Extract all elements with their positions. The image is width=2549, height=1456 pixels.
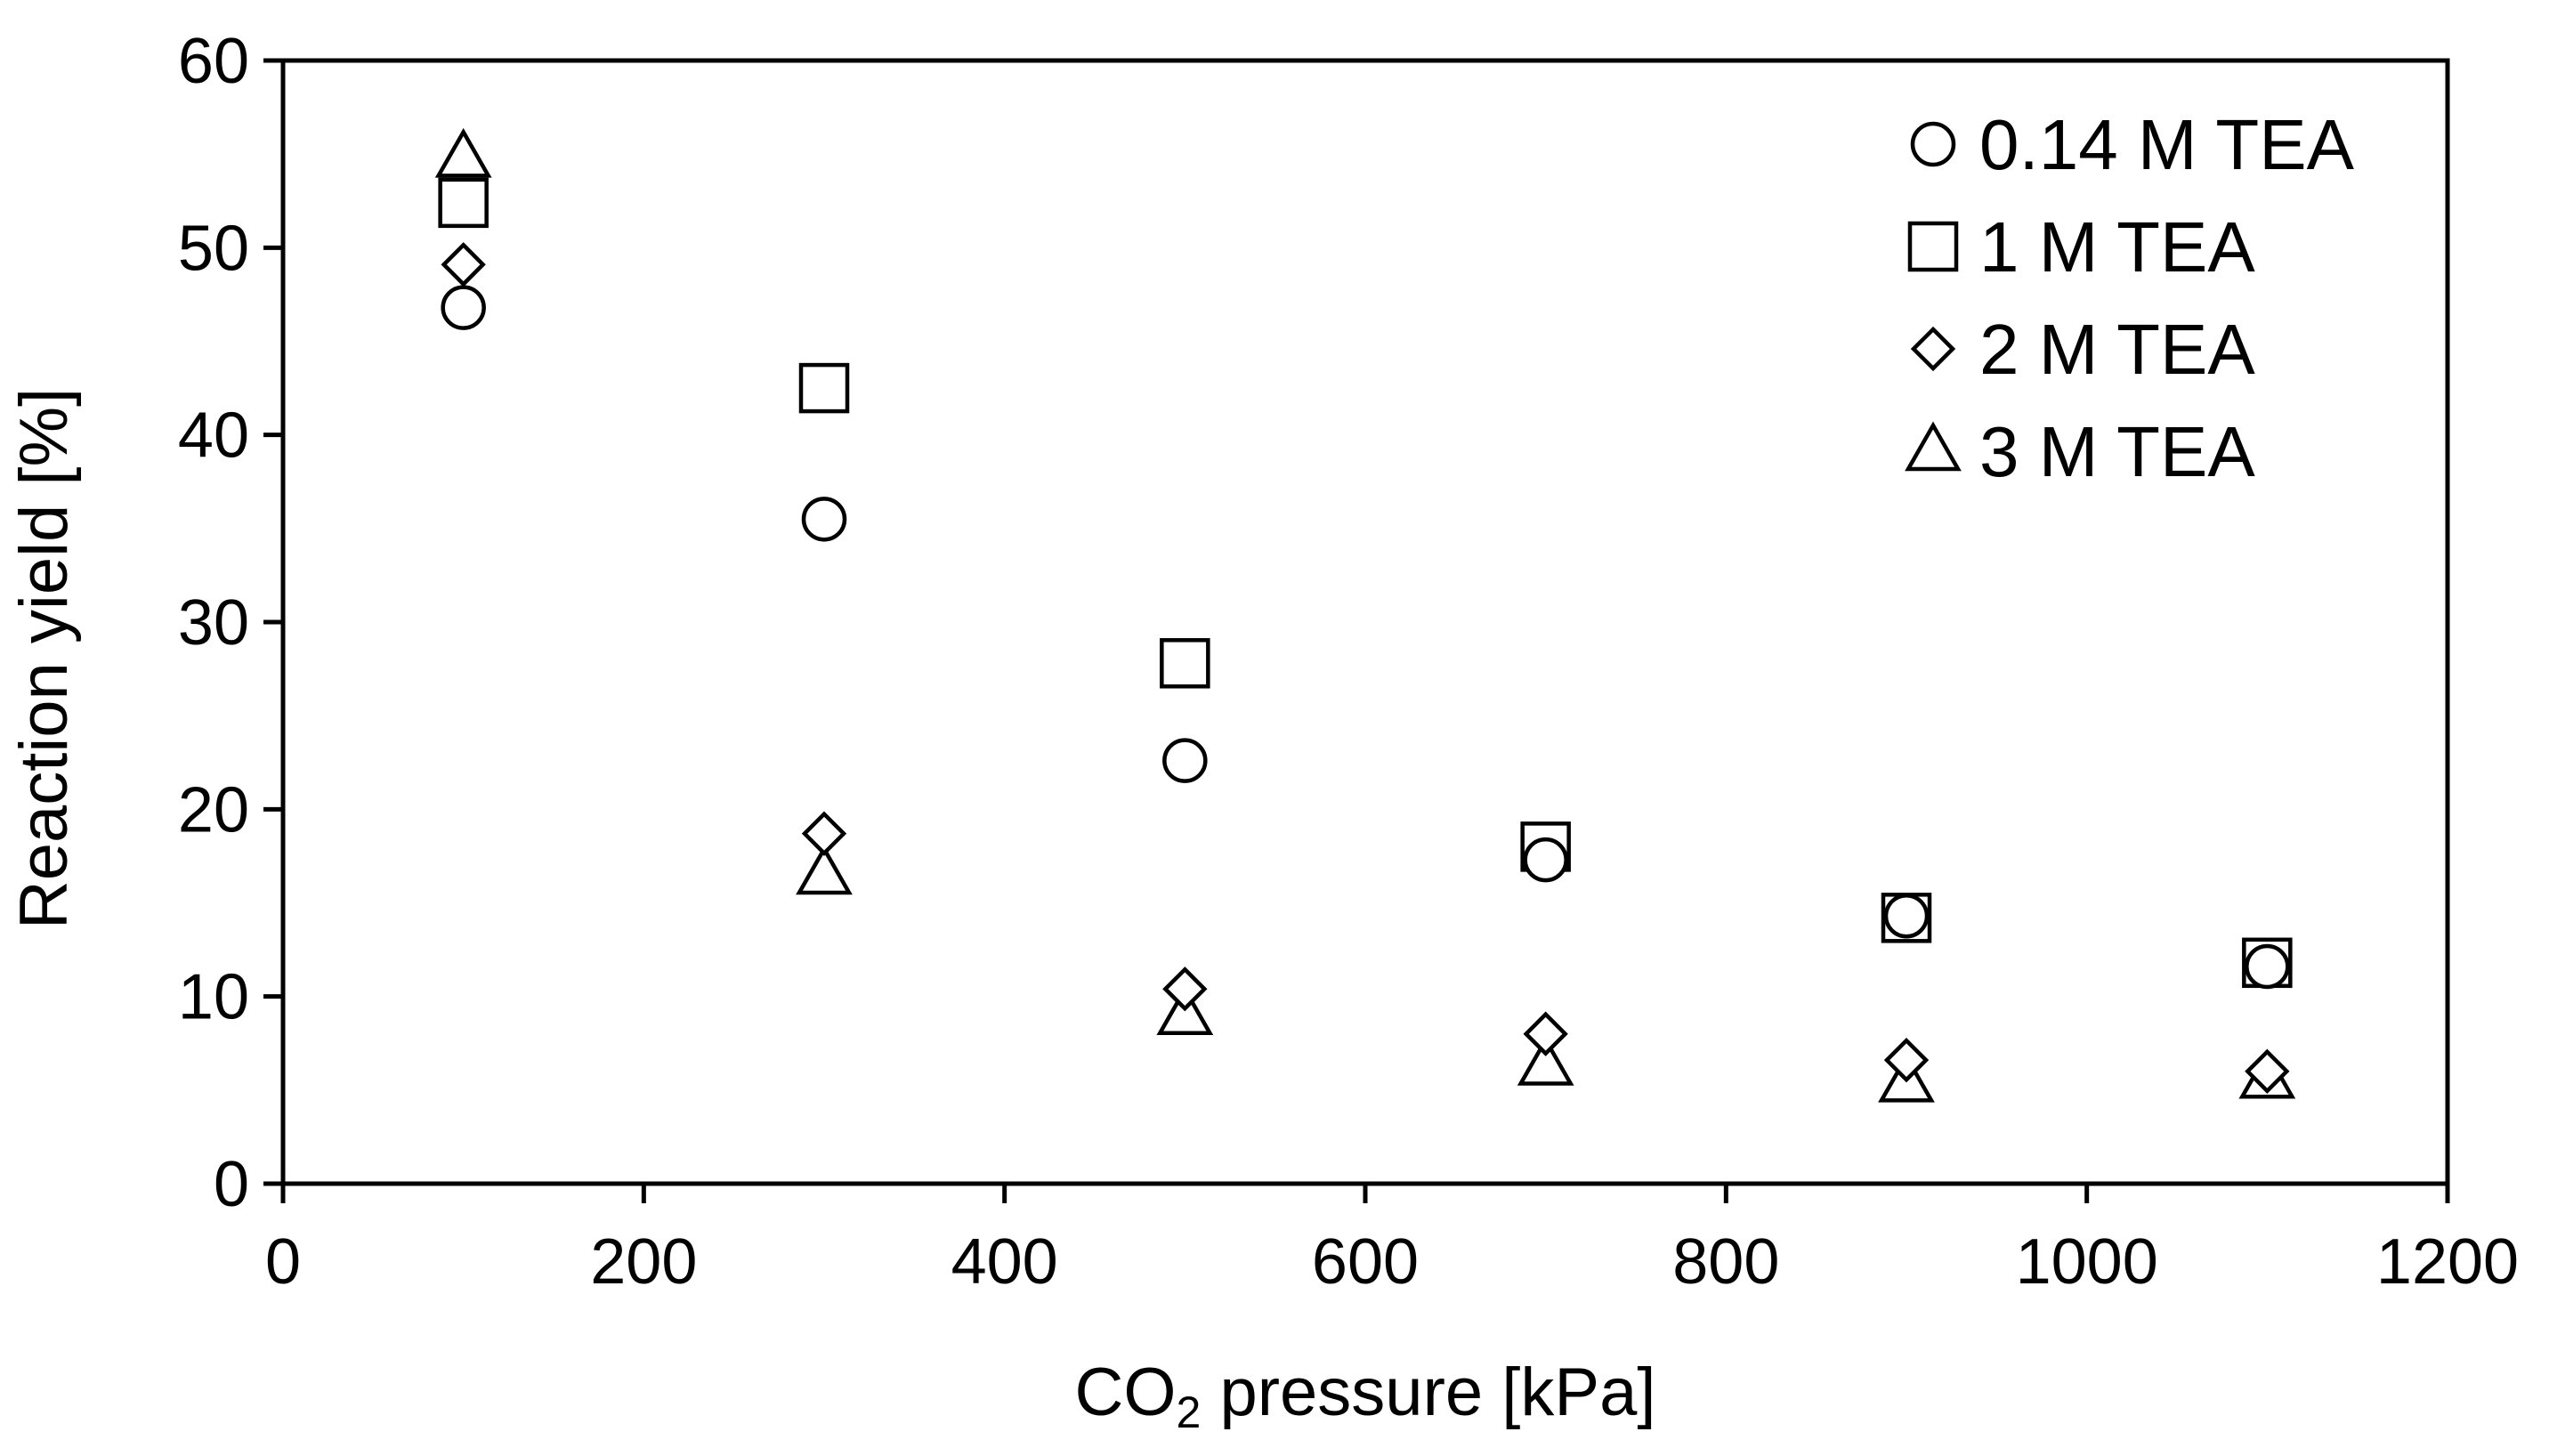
data-point-diamond	[1523, 1011, 1568, 1056]
data-point-diamond	[2245, 1048, 2290, 1094]
y-tick-label: 0	[214, 1149, 249, 1220]
data-point-triangle	[1517, 1035, 1574, 1086]
legend: 0.14 M TEA 1 M TEA 2 M TEA 3 M TEA	[1905, 105, 2355, 491]
y-tick-label: 50	[178, 213, 249, 284]
x-tick-label: 0	[265, 1226, 301, 1298]
data-point-diamond	[1162, 967, 1208, 1012]
legend-label: 0.14 M TEA	[1979, 105, 2355, 184]
y-tick-label: 10	[178, 962, 249, 1033]
legend-label: 3 M TEA	[1979, 412, 2255, 491]
data-point-diamond	[1883, 1037, 1930, 1083]
y-tick-label: 40	[178, 400, 249, 472]
x-axis: 0 200 400 600 800 1000 1200	[265, 1184, 2519, 1298]
legend-marker-circle	[1910, 121, 1956, 167]
y-axis: 0 10 20 30 40 50 60	[178, 26, 283, 1220]
legend-marker-triangle	[1905, 421, 1962, 472]
y-tick-label: 30	[178, 587, 249, 659]
x-tick-label: 1000	[2016, 1226, 2158, 1298]
legend-label: 1 M TEA	[1979, 207, 2255, 287]
data-point-square	[438, 177, 489, 229]
data-point-circle	[1523, 837, 1568, 883]
data-point-triangle	[796, 845, 853, 895]
data-point-circle	[2245, 943, 2290, 990]
x-tick-label: 800	[1672, 1226, 1779, 1298]
legend-label: 2 M TEA	[1979, 310, 2255, 389]
y-axis-title: Reaction yield [%]	[6, 388, 82, 929]
data-point-square	[798, 362, 850, 414]
data-point-square	[1160, 638, 1210, 689]
x-axis-title: CO2 pressure [kPa]	[1075, 1355, 1656, 1437]
x-axis-title-subscript: 2	[1177, 1387, 1202, 1437]
data-point-circle	[1162, 738, 1208, 783]
legend-marker-diamond	[1910, 326, 1956, 372]
x-tick-label: 400	[951, 1226, 1058, 1298]
data-points	[434, 127, 2296, 1103]
data-point-diamond	[441, 242, 486, 287]
x-axis-title-suffix: pressure [kPa]	[1201, 1355, 1655, 1430]
x-axis-title-prefix: CO	[1075, 1355, 1177, 1430]
legend-marker-square	[1907, 221, 1959, 272]
y-tick-label: 60	[178, 26, 249, 97]
x-tick-label: 600	[1312, 1226, 1419, 1298]
x-tick-label: 1200	[2376, 1226, 2519, 1298]
data-point-diamond	[801, 811, 847, 856]
y-tick-label: 20	[178, 774, 249, 845]
data-point-circle	[1883, 893, 1930, 939]
data-point-triangle	[434, 127, 492, 178]
data-point-circle	[441, 285, 486, 330]
data-point-circle	[801, 497, 847, 542]
x-tick-label: 200	[590, 1226, 697, 1298]
